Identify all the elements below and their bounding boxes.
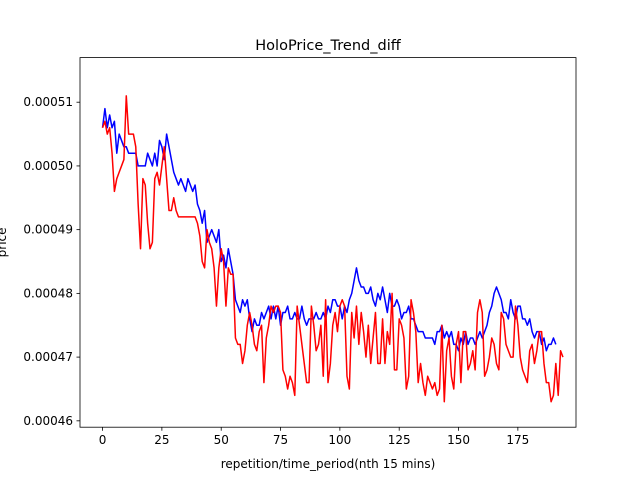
x-ticks: 0 25 50 75 100 125 150 175 bbox=[99, 427, 529, 447]
y-tick-label: 0.00049 bbox=[23, 223, 73, 237]
plot-lines bbox=[101, 95, 564, 403]
x-tick-label: 50 bbox=[214, 433, 229, 447]
x-tick-label: 150 bbox=[447, 433, 470, 447]
y-ticks: 0.00046 0.00047 0.00048 0.00049 0.00050 0.000… bbox=[23, 95, 80, 428]
chart-title: HoloPrice_Trend_diff bbox=[255, 38, 401, 54]
x-tick-label: 75 bbox=[273, 433, 288, 447]
series-line-2 bbox=[101, 95, 564, 403]
y-tick-label: 0.00051 bbox=[23, 95, 73, 109]
x-tick-label: 125 bbox=[388, 433, 411, 447]
y-tick-label: 0.00048 bbox=[23, 286, 73, 300]
x-tick-label: 175 bbox=[506, 433, 529, 447]
x-tick-label: 0 bbox=[99, 433, 107, 447]
y-tick-label: 0.00046 bbox=[23, 414, 73, 428]
axes-frame bbox=[79, 57, 577, 428]
y-tick-label: 0.00050 bbox=[23, 159, 73, 173]
x-tick-label: 100 bbox=[328, 433, 351, 447]
y-tick-label: 0.00047 bbox=[23, 350, 73, 364]
x-axis-label: repetition/time_period(nth 15 mins) bbox=[221, 457, 436, 471]
x-tick-label: 25 bbox=[154, 433, 169, 447]
series-line-1 bbox=[101, 107, 557, 352]
y-axis-label: price bbox=[0, 227, 9, 257]
